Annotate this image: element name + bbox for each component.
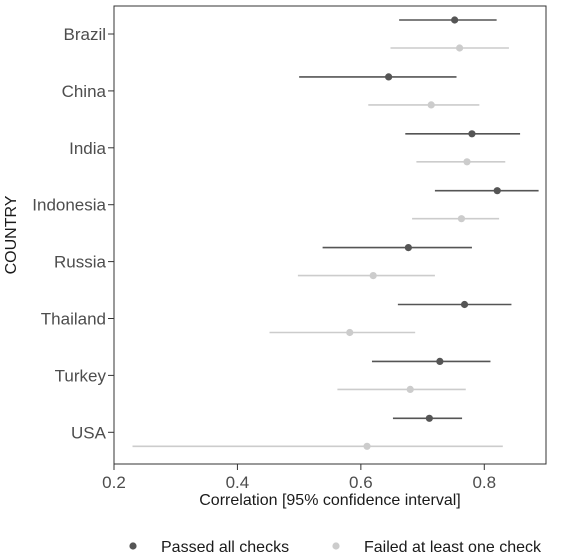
point-indonesia-failed xyxy=(457,215,466,223)
y-tick-label-thailand: Thailand xyxy=(41,310,106,329)
y-tick-label-china: China xyxy=(62,82,107,101)
plot-panel-border xyxy=(113,5,547,465)
legend: Passed all checks Failed at least one che… xyxy=(129,539,542,554)
y-tick-label-russia: Russia xyxy=(54,253,107,272)
point-turkey-failed xyxy=(406,385,414,393)
point-thailand-failed xyxy=(346,328,354,337)
point-usa-failed xyxy=(363,442,371,450)
point-usa-passed xyxy=(425,414,433,422)
point-turkey-passed xyxy=(436,357,444,365)
legend-key-failed xyxy=(332,542,340,550)
legend-label-passed: Passed all checks xyxy=(161,539,289,554)
x-axis: 0.2 0.4 0.6 0.8 xyxy=(102,464,496,492)
chart-marks xyxy=(132,16,539,450)
x-tick-label: 0.6 xyxy=(349,473,373,492)
point-thailand-passed xyxy=(460,300,469,309)
y-axis-title: COUNTRY xyxy=(3,195,20,274)
legend-label-failed: Failed at least one check xyxy=(364,539,542,554)
point-brazil-failed xyxy=(456,44,464,52)
point-brazil-passed xyxy=(451,16,459,24)
point-india-passed xyxy=(468,130,476,138)
x-tick-label: 0.2 xyxy=(102,473,126,492)
point-indonesia-passed xyxy=(493,187,501,195)
point-china-passed xyxy=(385,73,393,81)
y-tick-label-turkey: Turkey xyxy=(55,366,107,385)
y-tick-label-brazil: Brazil xyxy=(63,25,106,44)
x-axis-title: Correlation [95% confidence interval] xyxy=(199,492,460,509)
x-tick-label: 0.4 xyxy=(226,473,250,492)
point-india-failed xyxy=(463,158,471,166)
point-china-failed xyxy=(427,101,435,109)
y-axis: Brazil China India Indonesia Russia Thailand T… xyxy=(32,25,114,442)
y-tick-label-indonesia: Indonesia xyxy=(32,196,106,215)
point-russia-failed xyxy=(369,272,377,280)
y-tick-label-india: India xyxy=(69,139,106,158)
x-tick-label: 0.8 xyxy=(472,473,496,492)
y-tick-label-usa: USA xyxy=(71,423,107,442)
legend-key-passed xyxy=(129,542,137,550)
point-russia-passed xyxy=(404,244,412,252)
